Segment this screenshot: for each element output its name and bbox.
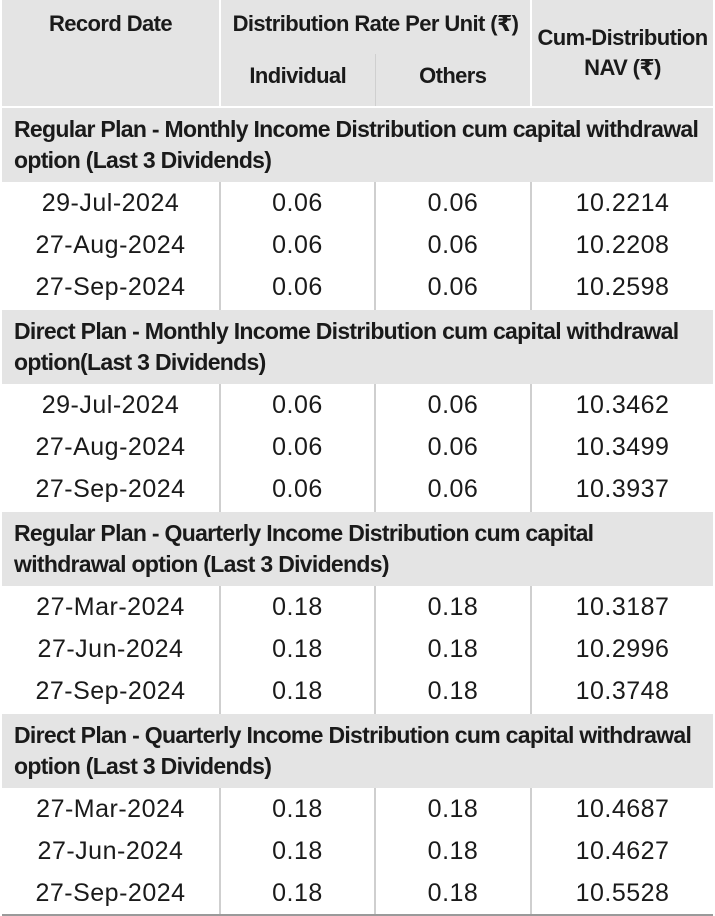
section-title: Regular Plan - Quarterly Income Distribu… (2, 510, 714, 586)
others-rate-cell: 0.06 (375, 384, 533, 426)
individual-rate-cell: 0.06 (220, 224, 376, 266)
table-row: 27-Aug-2024 0.06 0.06 10.2208 (2, 224, 713, 266)
others-rate-cell: 0.18 (375, 830, 533, 872)
cum-nav-cell: 10.2996 (575, 634, 670, 663)
cum-nav-cell: 10.3937 (575, 474, 670, 503)
individual-header: Individual (220, 54, 376, 107)
others-rate-cell: 0.18 (375, 586, 533, 628)
section-title: Regular Plan - Monthly Income Distributi… (2, 106, 714, 182)
others-rate-cell: 0.18 (375, 788, 533, 830)
cum-nav-cell: 10.3462 (575, 390, 670, 419)
others-rate-cell: 0.18 (375, 872, 533, 916)
individual-rate-cell: 0.18 (220, 872, 376, 916)
individual-rate-cell: 0.18 (220, 628, 376, 670)
cum-nav-cell: 10.5528 (531, 872, 714, 916)
individual-rate-cell: 0.18 (220, 788, 376, 830)
cum-nav-header-line1: Cum-Distribution (537, 25, 708, 50)
others-rate-cell: 0.06 (375, 426, 533, 468)
others-header: Others (375, 54, 532, 107)
record-date-cell: 29-Jul-2024 (2, 384, 221, 426)
individual-rate-cell: 0.06 (220, 468, 376, 511)
others-rate-cell: 0.06 (375, 468, 533, 511)
individual-rate-cell: 0.18 (220, 670, 376, 713)
cum-nav-cell: 10.4687 (575, 794, 670, 823)
table-header: Record Date Distribution Rate Per Unit (… (2, 0, 714, 107)
record-date-cell: 29-Jul-2024 (2, 182, 221, 224)
others-rate-cell: 0.18 (375, 670, 533, 713)
cum-nav-cell: 10.2598 (575, 272, 670, 301)
table-row: 27-Jun-2024 0.18 0.18 10.2996 (2, 628, 713, 670)
table-row: 27-Sep-2024 0.06 0.06 10.3937 (2, 468, 713, 511)
cum-nav-cell: 10.4627 (575, 836, 670, 865)
table-row: 27-Sep-2024 0.18 0.18 10.3748 (2, 670, 713, 713)
cum-nav-cell: 10.2214 (575, 188, 670, 217)
cum-nav-cell: 10.2208 (575, 230, 670, 259)
individual-rate-cell: 0.06 (220, 384, 376, 426)
individual-rate-cell: 0.18 (220, 830, 376, 872)
record-date-cell: 27-Jun-2024 (2, 628, 221, 670)
table-body: Regular Plan - Monthly Income Distributi… (2, 106, 714, 916)
table-row: 27-Sep-2024 0.06 0.06 10.2598 (2, 266, 713, 309)
record-date-cell: 27-Sep-2024 (2, 670, 221, 713)
section-header-row: Regular Plan - Quarterly Income Distribu… (2, 510, 714, 586)
table-row: 29-Jul-2024 0.06 0.06 10.2214 (2, 182, 713, 224)
others-rate-cell: 0.06 (375, 266, 533, 309)
record-date-cell: 27-Jun-2024 (2, 830, 221, 872)
cum-nav-cell: 10.3499 (575, 432, 670, 461)
record-date-cell: 27-Mar-2024 (2, 788, 221, 830)
record-date-header: Record Date (2, 0, 221, 107)
record-date-cell: 27-Mar-2024 (2, 586, 221, 628)
table-row: 27-Sep-2024 0.18 0.18 10.5528 (2, 872, 714, 916)
others-rate-cell: 0.18 (375, 628, 533, 670)
individual-rate-cell: 0.18 (220, 586, 376, 628)
section-title: Direct Plan - Monthly Income Distributio… (2, 308, 714, 384)
record-date-cell: 27-Aug-2024 (2, 426, 221, 468)
record-date-cell: 27-Sep-2024 (2, 266, 221, 309)
individual-rate-cell: 0.06 (220, 182, 376, 224)
section-title: Direct Plan - Quarterly Income Distribut… (2, 712, 714, 788)
others-rate-cell: 0.06 (375, 224, 533, 266)
record-date-cell: 27-Sep-2024 (2, 468, 221, 511)
individual-rate-cell: 0.06 (220, 426, 376, 468)
section-header-row: Regular Plan - Monthly Income Distributi… (2, 106, 714, 182)
cum-nav-header-line2: NAV (₹) (584, 55, 661, 80)
section-header-row: Direct Plan - Monthly Income Distributio… (2, 308, 714, 384)
individual-rate-cell: 0.06 (220, 266, 376, 309)
distribution-rate-header: Distribution Rate Per Unit (₹) (220, 0, 532, 54)
table-row: 27-Mar-2024 0.18 0.18 10.3187 (2, 586, 713, 628)
cum-distribution-nav-header: Cum-Distribution NAV (₹) (530, 0, 714, 107)
record-date-cell: 27-Aug-2024 (2, 224, 221, 266)
table-row: 29-Jul-2024 0.06 0.06 10.3462 (2, 384, 713, 426)
others-rate-cell: 0.06 (375, 182, 533, 224)
cum-nav-cell: 10.3187 (575, 592, 670, 621)
table-row: 27-Mar-2024 0.18 0.18 10.4687 (2, 788, 713, 830)
table-row: 27-Jun-2024 0.18 0.18 10.4627 (2, 830, 713, 872)
section-header-row: Direct Plan - Quarterly Income Distribut… (2, 712, 714, 788)
record-date-cell: 27-Sep-2024 (2, 872, 221, 916)
cum-nav-cell: 10.3748 (575, 676, 670, 705)
table-row: 27-Aug-2024 0.06 0.06 10.3499 (2, 426, 713, 468)
